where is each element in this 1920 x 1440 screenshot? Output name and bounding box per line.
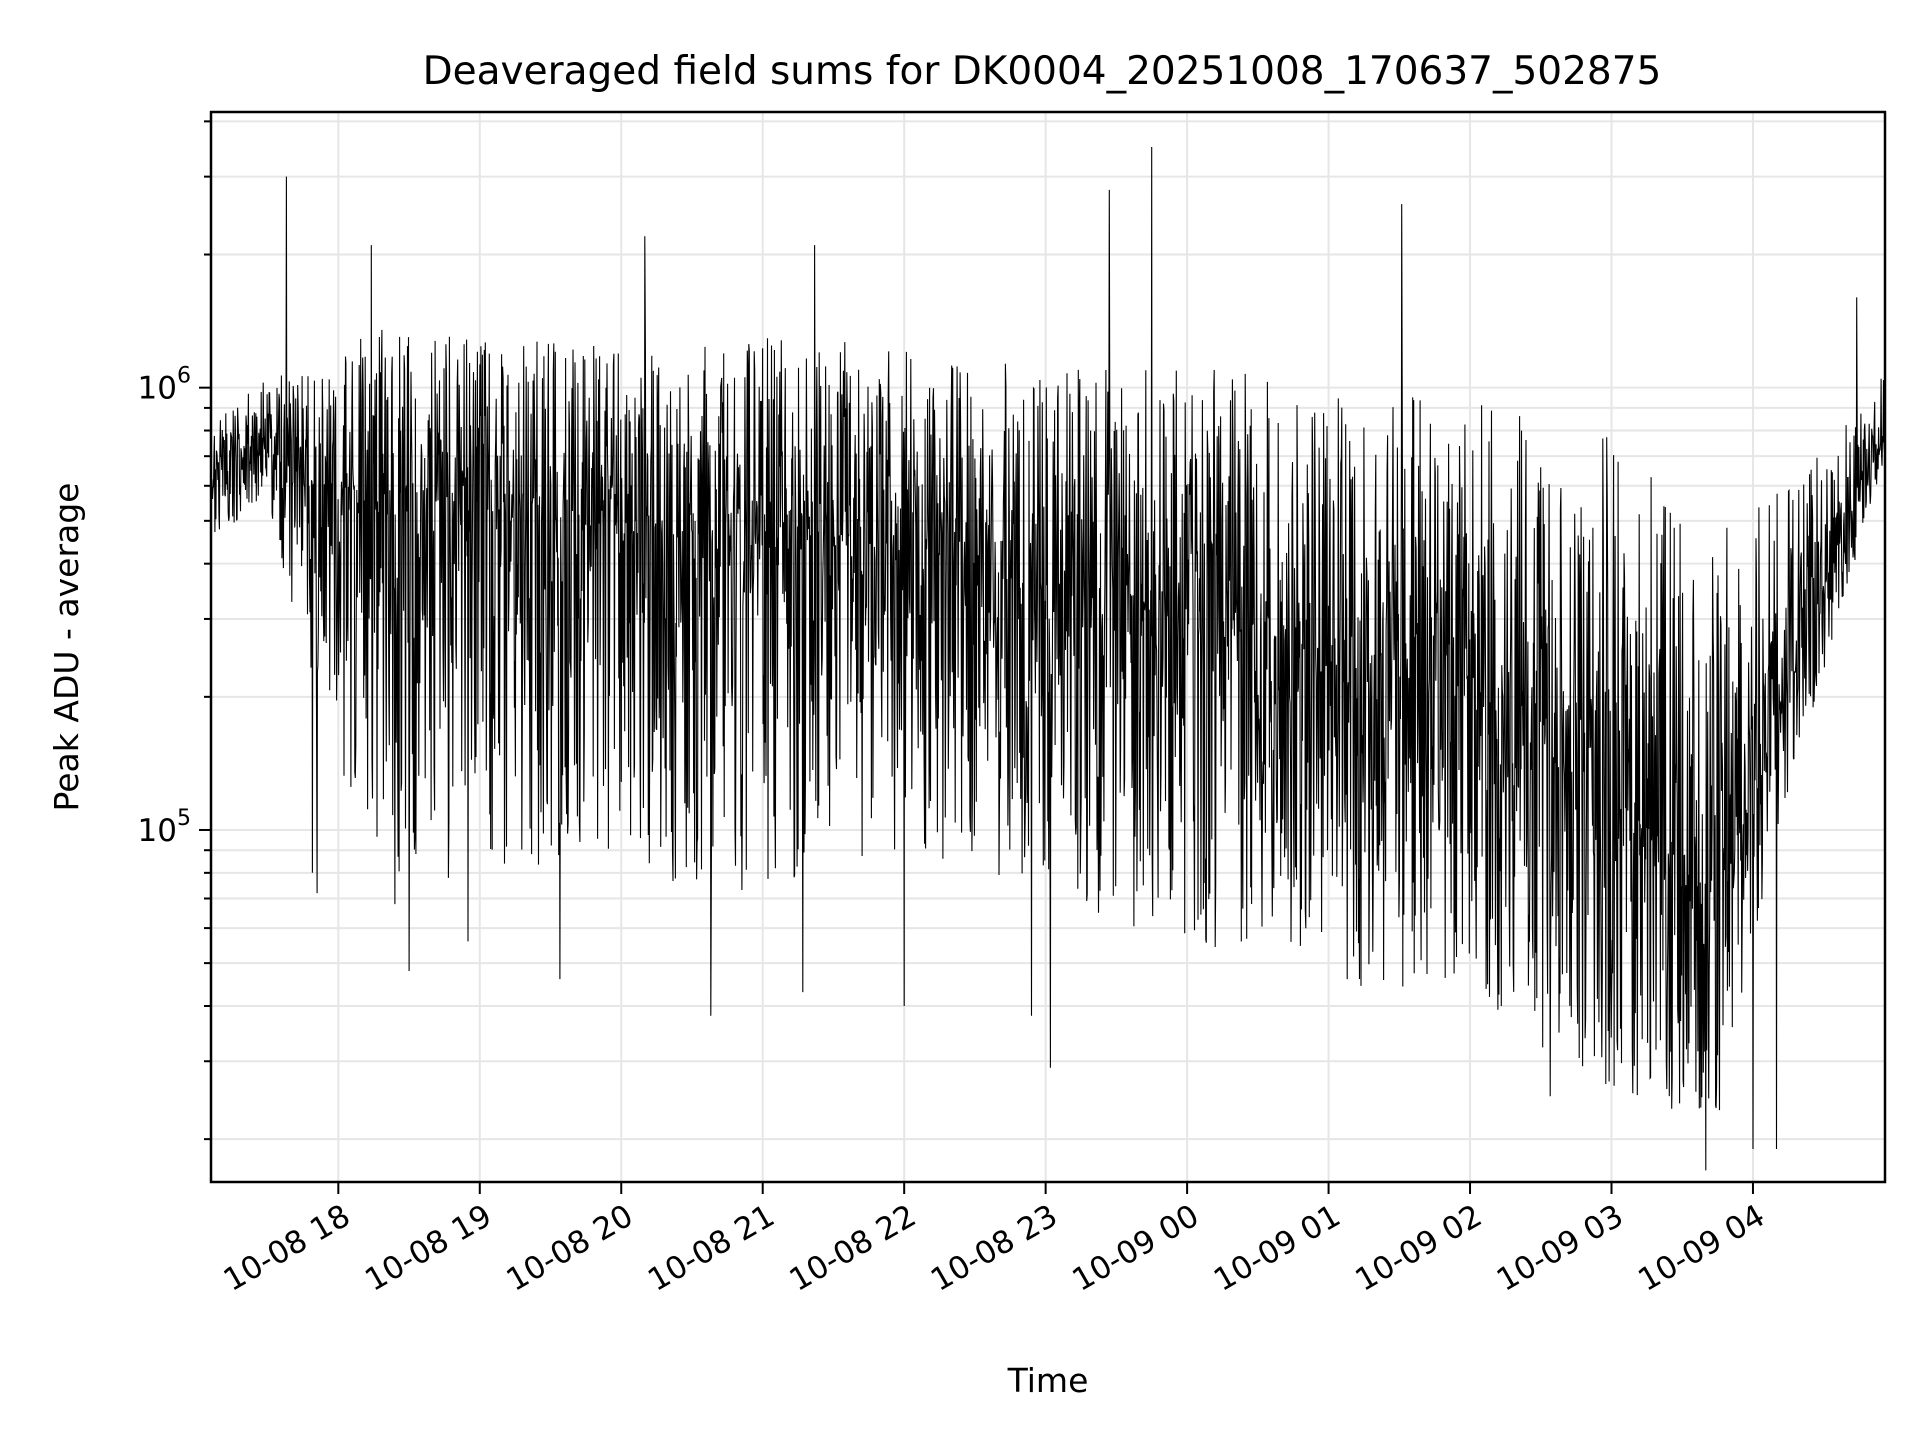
y-axis-label: Peak ADU - average	[47, 483, 86, 812]
x-tick-label: 10-08 22	[783, 1198, 922, 1299]
x-tick-label: 10-08 23	[925, 1198, 1064, 1299]
x-tick-label: 10-09 03	[1491, 1198, 1630, 1299]
series-line	[210, 146, 1886, 1171]
x-tick-label: 10-08 20	[501, 1198, 640, 1299]
x-tick-label: 10-09 00	[1066, 1198, 1205, 1299]
x-tick-label: 10-08 21	[642, 1198, 781, 1299]
x-tick-label: 10-08 18	[218, 1198, 357, 1299]
x-tick-label: 10-09 02	[1349, 1198, 1488, 1299]
y-tick-label: 105	[138, 806, 191, 849]
x-tick-label: 10-09 04	[1632, 1198, 1771, 1299]
y-tick-label: 106	[138, 364, 191, 407]
x-tick-label: 10-09 01	[1208, 1198, 1347, 1299]
x-axis-label: Time	[1007, 1361, 1089, 1400]
plot-frame	[209, 110, 1887, 1184]
series-path	[210, 146, 1886, 1171]
x-tick-label: 10-08 19	[359, 1198, 498, 1299]
chart-title: Deaveraged field sums for DK0004_2025100…	[423, 49, 1662, 94]
